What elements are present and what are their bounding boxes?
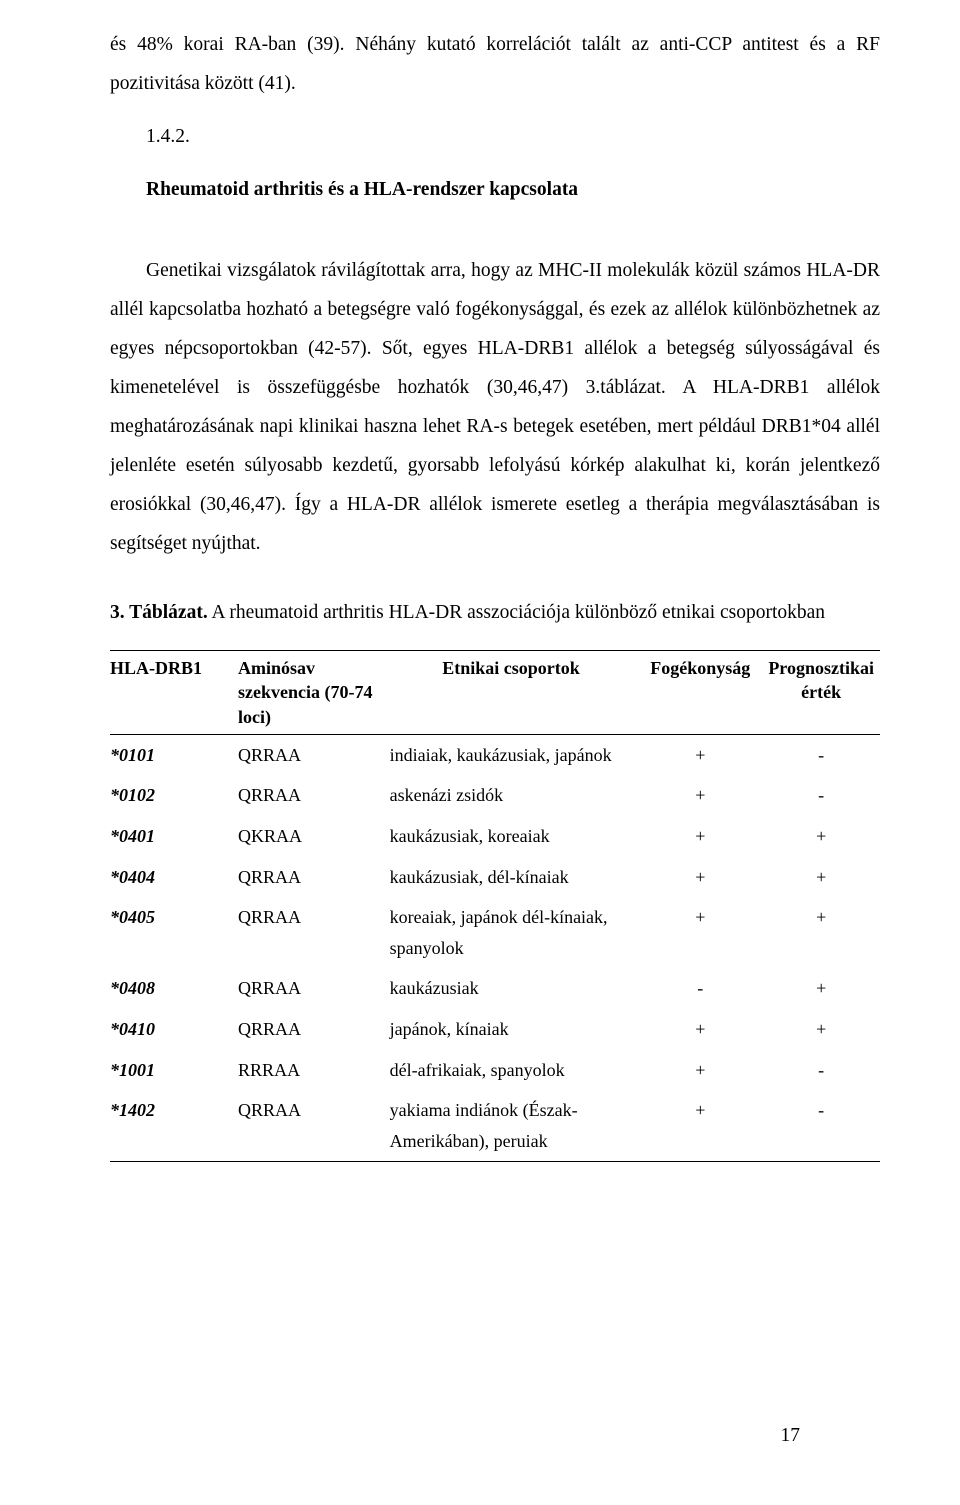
cell-prog: - (768, 775, 880, 816)
cell-susc: + (638, 1009, 768, 1050)
cell-susc: + (638, 1050, 768, 1091)
cell-hla: *0401 (110, 816, 238, 857)
table-row: *0101QRRAAindiaiak, kaukázusiak, japánok… (110, 734, 880, 775)
table-row: *1001RRRAAdél-afrikaiak, spanyolok+- (110, 1050, 880, 1091)
cell-ethnic: dél-afrikaiak, spanyolok (390, 1050, 639, 1091)
cell-hla: *0410 (110, 1009, 238, 1050)
cell-ethnic: kaukázusiak, koreaiak (390, 816, 639, 857)
cell-hla: *0102 (110, 775, 238, 816)
cell-seq: QRRAA (238, 857, 390, 898)
cell-seq: QRRAA (238, 1009, 390, 1050)
cell-seq: QRRAA (238, 734, 390, 775)
cell-prog: - (768, 734, 880, 775)
table-row: *0401QKRAAkaukázusiak, koreaiak++ (110, 816, 880, 857)
table-row: *0102QRRAAaskenázi zsidók+- (110, 775, 880, 816)
table-caption-bold: 3. Táblázat. (110, 602, 208, 623)
cell-susc: + (638, 897, 768, 968)
cell-seq: QKRAA (238, 816, 390, 857)
cell-hla: *1402 (110, 1090, 238, 1162)
cell-seq: QRRAA (238, 897, 390, 968)
cell-ethnic: yakiama indiánok (Észak-Amerikában), per… (390, 1090, 639, 1162)
cell-ethnic: japánok, kínaiak (390, 1009, 639, 1050)
col-header-seq: Aminósav szekvencia (70-74 loci) (238, 651, 390, 735)
cell-susc: + (638, 816, 768, 857)
cell-prog: + (768, 816, 880, 857)
hla-table: HLA-DRB1 Aminósav szekvencia (70-74 loci… (110, 650, 880, 1162)
cell-seq: QRRAA (238, 775, 390, 816)
cell-susc: - (638, 968, 768, 1009)
cell-hla: *0405 (110, 897, 238, 968)
table-caption: 3. Táblázat. A rheumatoid arthritis HLA-… (110, 593, 880, 632)
table-row: *0408QRRAAkaukázusiak-+ (110, 968, 880, 1009)
cell-susc: + (638, 775, 768, 816)
table-row: *0405QRRAAkoreaiak, japánok dél-kínaiak,… (110, 897, 880, 968)
cell-ethnic: koreaiak, japánok dél-kínaiak, spanyolok (390, 897, 639, 968)
cell-prog: + (768, 1009, 880, 1050)
cell-prog: + (768, 968, 880, 1009)
table-row: *1402QRRAAyakiama indiánok (Észak-Amerik… (110, 1090, 880, 1162)
cell-susc: + (638, 734, 768, 775)
table-caption-rest: A rheumatoid arthritis HLA-DR asszociáci… (208, 602, 825, 623)
col-header-prog: Prognosztikai érték (768, 651, 880, 735)
section-number: 1.4.2. (110, 117, 880, 156)
cell-seq: RRRAA (238, 1050, 390, 1091)
cell-susc: + (638, 1090, 768, 1162)
cell-hla: *0101 (110, 734, 238, 775)
cell-hla: *0408 (110, 968, 238, 1009)
cell-hla: *0404 (110, 857, 238, 898)
cell-ethnic: kaukázusiak, dél-kínaiak (390, 857, 639, 898)
cell-seq: QRRAA (238, 1090, 390, 1162)
cell-prog: - (768, 1050, 880, 1091)
table-row: *0404QRRAAkaukázusiak, dél-kínaiak++ (110, 857, 880, 898)
cell-ethnic: kaukázusiak (390, 968, 639, 1009)
page-number: 17 (781, 1425, 801, 1447)
cell-prog: - (768, 1090, 880, 1162)
cell-ethnic: indiaiak, kaukázusiak, japánok (390, 734, 639, 775)
cell-seq: QRRAA (238, 968, 390, 1009)
intro-paragraph: és 48% korai RA-ban (39). Néhány kutató … (110, 25, 880, 103)
body-paragraph: Genetikai vizsgálatok rávilágítottak arr… (110, 251, 880, 563)
section-title: Rheumatoid arthritis és a HLA-rendszer k… (110, 170, 880, 209)
cell-hla: *1001 (110, 1050, 238, 1091)
table-body: *0101QRRAAindiaiak, kaukázusiak, japánok… (110, 734, 880, 1162)
cell-susc: + (638, 857, 768, 898)
table-header-row: HLA-DRB1 Aminósav szekvencia (70-74 loci… (110, 651, 880, 735)
col-header-susc: Fogékonyság (638, 651, 768, 735)
cell-prog: + (768, 857, 880, 898)
col-header-ethnic: Etnikai csoportok (390, 651, 639, 735)
cell-prog: + (768, 897, 880, 968)
table-row: *0410QRRAAjapánok, kínaiak++ (110, 1009, 880, 1050)
cell-ethnic: askenázi zsidók (390, 775, 639, 816)
col-header-hla: HLA-DRB1 (110, 651, 238, 735)
